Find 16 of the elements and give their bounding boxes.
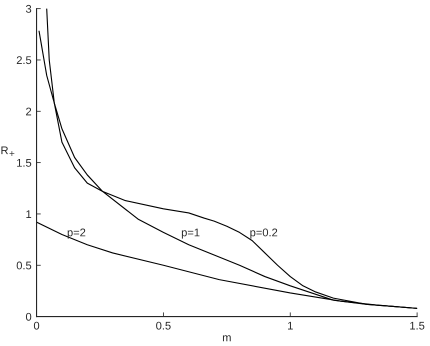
y-tick-label: 0.5 [16, 262, 32, 270]
x-axis-title: m [222, 335, 231, 342]
annotation: p=0.2 [250, 228, 278, 239]
x-tick-label: 0 [34, 322, 40, 330]
y-tick-label: 2 [26, 108, 32, 116]
annotation: p=1 [182, 228, 200, 239]
y-tick-label: 3 [26, 4, 32, 13]
y-axis-title: R$_{+}$ [1, 146, 14, 156]
x-tick-label: 0.5 [156, 322, 171, 330]
x-tick-label: 1 [288, 322, 293, 330]
y-tick-label: 1.5 [17, 159, 32, 167]
y-tick-label: 1 [26, 210, 32, 218]
y-tick-label: 2.5 [16, 56, 32, 64]
x-tick-label: 1.5 [410, 322, 424, 330]
y-tick-label: 0 [26, 312, 32, 321]
annotation: p=2 [68, 228, 86, 239]
